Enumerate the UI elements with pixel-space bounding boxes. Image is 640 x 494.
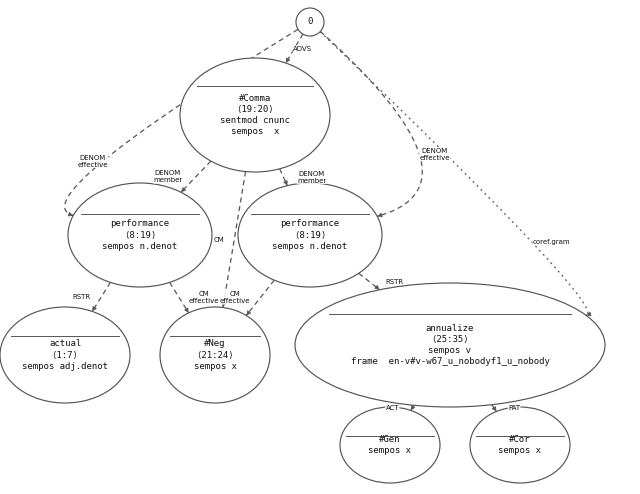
Ellipse shape <box>0 307 130 403</box>
Ellipse shape <box>180 58 330 172</box>
Ellipse shape <box>160 307 270 403</box>
Text: ADVS: ADVS <box>293 45 312 51</box>
Text: performance
⟨8:19⟩
sempos n.denot: performance ⟨8:19⟩ sempos n.denot <box>273 219 348 250</box>
Text: #Cor
sempos x: #Cor sempos x <box>499 435 541 455</box>
Text: DENOM
member: DENOM member <box>154 170 182 183</box>
Text: DENOM
effective: DENOM effective <box>419 148 450 161</box>
Text: performance
⟨8:19⟩
sempos n.denot: performance ⟨8:19⟩ sempos n.denot <box>102 219 178 250</box>
Text: RSTR: RSTR <box>385 279 403 285</box>
Text: CM
effective: CM effective <box>189 291 220 304</box>
Ellipse shape <box>470 407 570 483</box>
Text: annualize
⟨25:35⟩
sempos v
frame  en-v#v-w67_u_nobodyf1_u_nobody: annualize ⟨25:35⟩ sempos v frame en-v#v-… <box>351 324 549 366</box>
Text: 0: 0 <box>307 17 313 27</box>
Text: #Neg
⟨21:24⟩
sempos x: #Neg ⟨21:24⟩ sempos x <box>193 339 237 370</box>
Text: ACT: ACT <box>385 405 399 411</box>
Text: RSTR: RSTR <box>72 294 90 300</box>
Ellipse shape <box>295 283 605 407</box>
Text: actual
⟨1:7⟩
sempos adj.denot: actual ⟨1:7⟩ sempos adj.denot <box>22 339 108 370</box>
Text: #Gen
sempos x: #Gen sempos x <box>369 435 412 455</box>
Text: DENOM
member: DENOM member <box>297 171 326 184</box>
Ellipse shape <box>238 183 382 287</box>
Ellipse shape <box>68 183 212 287</box>
Text: DENOM
effective: DENOM effective <box>77 155 108 167</box>
Ellipse shape <box>296 8 324 36</box>
Text: #Comma
⟨19:20⟩
sentmod cnunc
sempos  x: #Comma ⟨19:20⟩ sentmod cnunc sempos x <box>220 94 290 136</box>
Ellipse shape <box>340 407 440 483</box>
Text: CM
effective: CM effective <box>220 291 250 304</box>
Text: CM: CM <box>214 237 225 243</box>
Text: PAT: PAT <box>508 405 520 411</box>
Text: coref.gram: coref.gram <box>532 239 570 245</box>
